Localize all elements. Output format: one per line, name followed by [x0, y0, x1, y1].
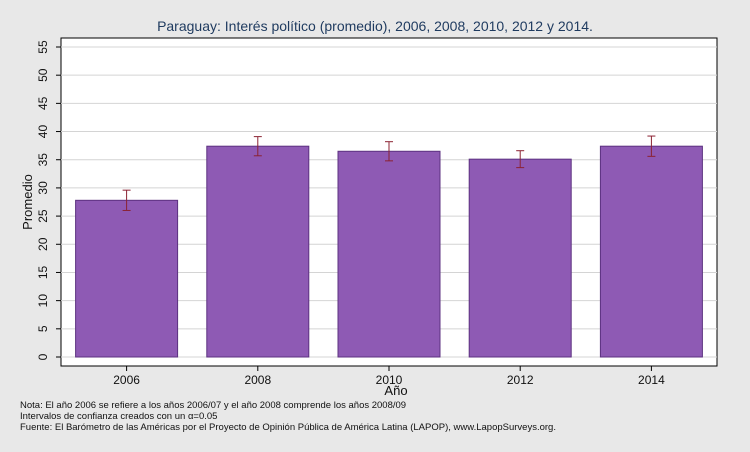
y-tick-label: 25	[36, 209, 50, 223]
bar	[468, 158, 572, 358]
x-tick-label: 2010	[376, 373, 403, 387]
y-axis-label: Promedio	[20, 174, 35, 230]
x-tick-label: 2008	[244, 373, 271, 387]
y-tick-label: 45	[36, 96, 50, 110]
y-tick-label: 10	[36, 294, 50, 308]
bar	[599, 145, 703, 358]
y-tick-label: 35	[36, 153, 50, 167]
x-tick-label: 2014	[638, 373, 665, 387]
y-tick-label: 50	[36, 68, 50, 82]
y-tick-label: 30	[36, 181, 50, 195]
x-tick-label: 2006	[113, 373, 140, 387]
x-axis-ticks: 2006 2008 2010 2012 2014	[113, 366, 665, 387]
x-tick-label: 2012	[507, 373, 534, 387]
note-source: Fuente: El Barómetro de las Américas por…	[20, 422, 556, 433]
y-tick-label: 40	[36, 125, 50, 139]
y-tick-label: 5	[36, 325, 50, 332]
bar	[206, 145, 310, 358]
y-axis-ticks: 0 5 10 15 20 25 30 35 40 45 50 55	[36, 40, 61, 360]
note-confidence: Intervalos de confianza creados con un α…	[20, 411, 218, 422]
y-tick-label: 20	[36, 237, 50, 251]
y-tick-label: 0	[36, 353, 50, 360]
bar	[337, 150, 441, 358]
chart-title: Paraguay: Interés político (promedio), 2…	[157, 18, 593, 34]
bars	[75, 145, 703, 358]
y-tick-label: 15	[36, 265, 50, 279]
x-axis-label: Año	[384, 383, 407, 398]
note-years: Nota: El año 2006 se refiere a los años …	[20, 400, 407, 411]
error-bars	[122, 135, 656, 211]
chart-notes: Nota: El año 2006 se refiere a los años …	[20, 400, 556, 433]
bar	[75, 199, 179, 358]
y-tick-label: 55	[36, 40, 50, 54]
